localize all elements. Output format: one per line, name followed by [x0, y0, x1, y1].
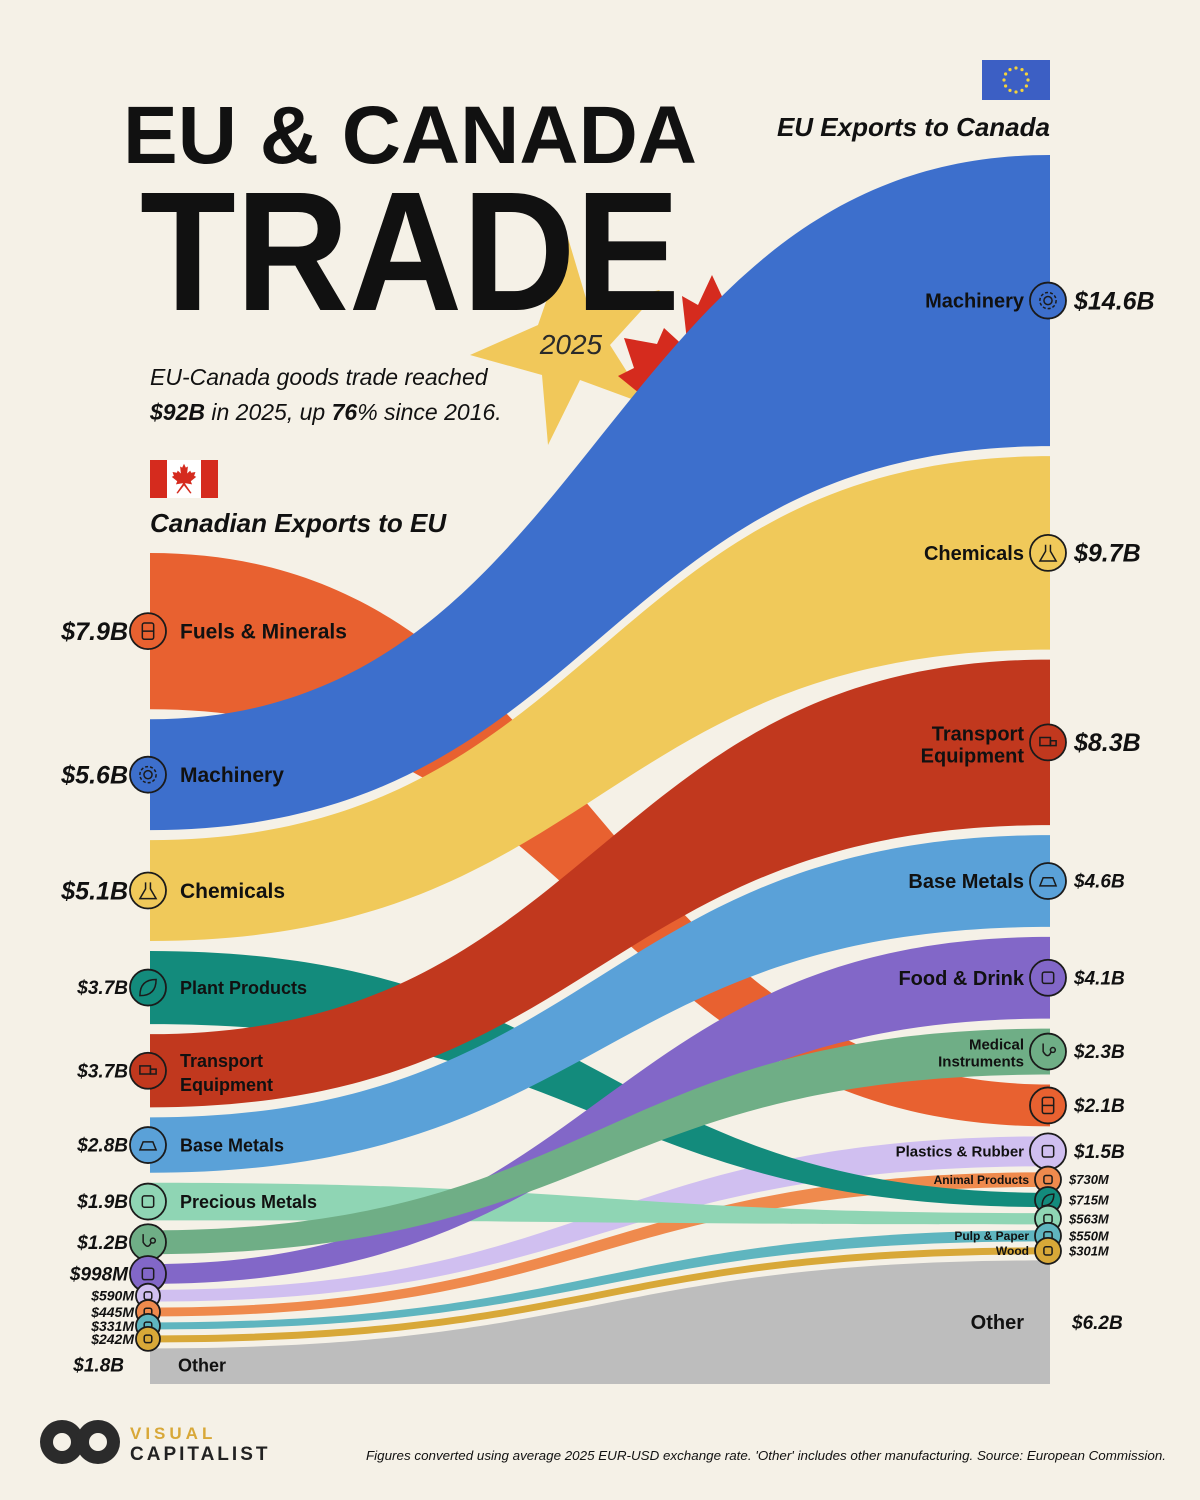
left-value-chemicals: $5.1B — [60, 877, 128, 905]
title-line-2: TRADE — [140, 157, 680, 347]
right-value-fuels-and-minerals: $2.1B — [1073, 1096, 1125, 1117]
truck-icon — [1029, 723, 1067, 762]
right-value-plant-products: $715M — [1068, 1193, 1110, 1208]
right-value-base-metals: $4.6B — [1073, 872, 1125, 893]
year-label: 2025 — [539, 329, 603, 360]
flow-medical-instruments — [150, 1028, 1050, 1255]
subtitle-total: $92B — [149, 399, 205, 425]
right-label-plastics-and-rubber: Plastics & Rubber — [896, 1144, 1025, 1161]
right-value-medical-instruments: $2.3B — [1073, 1042, 1125, 1063]
right-label-medical-instruments-line2: Instruments — [938, 1054, 1024, 1071]
right-label-transport-equipment-line1: Transport — [932, 723, 1025, 745]
right-label-medical-instruments-line1: Medical — [969, 1037, 1024, 1054]
left-value-plant-products: $3.7B — [76, 978, 128, 999]
left-label-machinery: Machinery — [180, 764, 284, 787]
right-value-chemicals: $9.7B — [1073, 540, 1141, 568]
subtitle-end: % since 2016. — [357, 399, 501, 425]
subtitle-growth: 76 — [332, 399, 358, 425]
left-value-animal-products: $445M — [90, 1304, 134, 1320]
flow-pulp-and-paper — [150, 1230, 1050, 1330]
stethoscope-icon — [1029, 1032, 1067, 1071]
flow-wood — [150, 1247, 1050, 1343]
right-label-food-and-drink: Food & Drink — [898, 968, 1024, 990]
source-note: Figures converted using average 2025 EUR… — [366, 1448, 1166, 1463]
flask-icon — [129, 871, 167, 910]
flow-transport-equipment — [150, 659, 1050, 1108]
subtitle-mid: in 2025, up — [205, 399, 332, 425]
canada-flag-icon — [150, 460, 218, 498]
gear-icon — [1029, 281, 1067, 320]
logo-text-2: CAPITALIST — [130, 1444, 270, 1465]
subtitle-line-2: $92B in 2025, up 76% since 2016. — [149, 399, 502, 425]
right-label-chemicals: Chemicals — [924, 543, 1024, 565]
logs-icon — [135, 1325, 161, 1352]
right-value-other: $6.2B — [1071, 1313, 1123, 1334]
left-value-transport-equipment: $3.7B — [76, 1061, 128, 1082]
left-label-fuels-and-minerals: Fuels & Minerals — [180, 620, 347, 643]
stethoscope-icon — [129, 1223, 167, 1262]
logs-icon — [1034, 1236, 1062, 1265]
ingot-icon — [1029, 862, 1067, 900]
sankey-flows — [150, 155, 1050, 1384]
ingot-icon — [129, 1126, 167, 1164]
flow-machinery — [150, 155, 1050, 831]
gear-icon — [129, 755, 167, 794]
flow-base-metals — [150, 835, 1050, 1173]
left-heading: Canadian Exports to EU — [150, 508, 447, 538]
left-label-transport-line1: Transport — [180, 1051, 263, 1071]
left-value-pulp-and-paper: $331M — [90, 1318, 134, 1334]
oil-barrel-icon — [1029, 1086, 1067, 1125]
visual-capitalist-logo — [40, 1420, 120, 1464]
title-line-1: EU & CANADA — [123, 90, 697, 181]
right-label-machinery: Machinery — [925, 291, 1025, 313]
left-value-food-and-drink: $998M — [69, 1265, 129, 1286]
right-value-transport-equipment: $8.3B — [1073, 729, 1141, 757]
flow-chemicals — [150, 456, 1050, 941]
bottle-icon — [1029, 1132, 1067, 1171]
left-value-plastics-and-rubber: $590M — [90, 1288, 134, 1304]
left-label-transport-line2: Equipment — [180, 1075, 273, 1095]
left-value-medical-instruments: $1.2B — [76, 1233, 128, 1254]
left-value-other: $1.8B — [72, 1356, 124, 1377]
gem-icon — [129, 1182, 167, 1221]
right-label-base-metals: Base Metals — [908, 871, 1024, 893]
flow-other — [150, 1260, 1050, 1384]
flow-animal-products — [150, 1172, 1050, 1317]
right-value-wood: $301M — [1068, 1243, 1110, 1258]
flask-icon — [1029, 533, 1067, 572]
right-value-plastics-and-rubber: $1.5B — [1073, 1142, 1125, 1163]
left-label-other: Other — [178, 1355, 226, 1375]
star-decoration — [470, 238, 660, 445]
leaf-icon — [129, 968, 167, 1007]
right-label-wood: Wood — [996, 1244, 1029, 1258]
right-label-transport-equipment-line2: Equipment — [921, 745, 1025, 767]
flow-food-and-drink — [150, 936, 1050, 1284]
logo-text-1: VISUAL — [130, 1424, 216, 1443]
sankey-labels: $7.9B Fuels & Minerals $5.6B Machinery $5.1B… — [60, 281, 1155, 1377]
left-value-fuels-and-minerals: $7.9B — [60, 618, 128, 646]
left-label-precious-metals: Precious Metals — [180, 1192, 317, 1212]
left-label-plant-products: Plant Products — [180, 978, 307, 998]
right-label-pulp-and-paper: Pulp & Paper — [954, 1229, 1029, 1243]
right-value-food-and-drink: $4.1B — [1073, 968, 1125, 989]
food-icon — [1029, 958, 1067, 997]
right-value-animal-products: $730M — [1068, 1172, 1110, 1187]
eu-flag-icon — [982, 60, 1050, 100]
right-heading: EU Exports to Canada — [777, 112, 1050, 142]
left-value-machinery: $5.6B — [60, 761, 128, 789]
right-value-precious-metals: $563M — [1068, 1211, 1110, 1226]
left-value-base-metals: $2.8B — [76, 1136, 128, 1157]
right-label-animal-products: Animal Products — [934, 1173, 1030, 1187]
left-label-chemicals: Chemicals — [180, 880, 285, 903]
subtitle-line-1: EU-Canada goods trade reached — [150, 364, 489, 390]
right-value-pulp-and-paper: $550M — [1068, 1228, 1110, 1243]
left-value-wood: $242M — [90, 1331, 134, 1347]
right-value-machinery: $14.6B — [1073, 287, 1155, 315]
truck-icon — [129, 1051, 167, 1090]
right-label-other: Other — [971, 1312, 1025, 1334]
left-value-precious-metals: $1.9B — [76, 1192, 128, 1213]
oil-barrel-icon — [129, 612, 167, 651]
left-label-base-metals: Base Metals — [180, 1135, 284, 1155]
